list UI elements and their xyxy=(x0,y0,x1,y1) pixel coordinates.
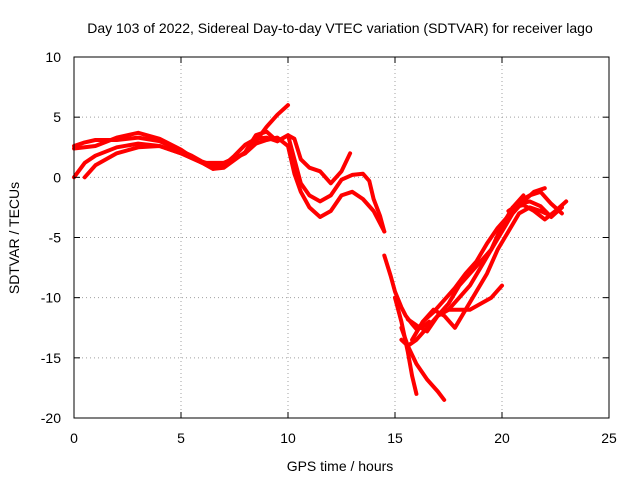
x-tick-label: 5 xyxy=(177,430,185,446)
y-tick-label: 10 xyxy=(45,49,61,65)
x-tick-label: 25 xyxy=(601,430,617,446)
series-layer xyxy=(72,103,569,402)
y-tick-label: -10 xyxy=(41,290,61,306)
axis-ticks: 0 5 10 15 20 25 -20 -15 -10 -5 0 5 10 xyxy=(41,49,617,446)
y-axis-label: SDTVAR / TECUs xyxy=(6,182,22,294)
series-line-10 xyxy=(410,205,564,342)
series-line-2 xyxy=(72,129,353,186)
x-axis-label: GPS time / hours xyxy=(287,458,394,474)
y-tick-label: 5 xyxy=(53,109,61,125)
series-line-4 xyxy=(82,135,387,234)
x-tick-label: 20 xyxy=(494,430,510,446)
series-line-7 xyxy=(399,325,447,402)
chart-title: Day 103 of 2022, Sidereal Day-to-day VTE… xyxy=(87,20,593,36)
series-line-14 xyxy=(510,199,569,222)
y-tick-label: -20 xyxy=(41,410,61,426)
series-line-12 xyxy=(435,186,547,318)
y-tick-label: -5 xyxy=(49,230,62,246)
series-line-11 xyxy=(420,189,564,324)
series-line-3 xyxy=(72,133,387,234)
x-tick-label: 0 xyxy=(70,430,78,446)
x-tick-label: 15 xyxy=(387,430,403,446)
y-tick-label: -15 xyxy=(41,350,61,366)
series-line-6 xyxy=(393,295,419,396)
y-tick-label: 0 xyxy=(53,169,61,185)
x-tick-label: 10 xyxy=(280,430,296,446)
grid xyxy=(74,57,609,418)
